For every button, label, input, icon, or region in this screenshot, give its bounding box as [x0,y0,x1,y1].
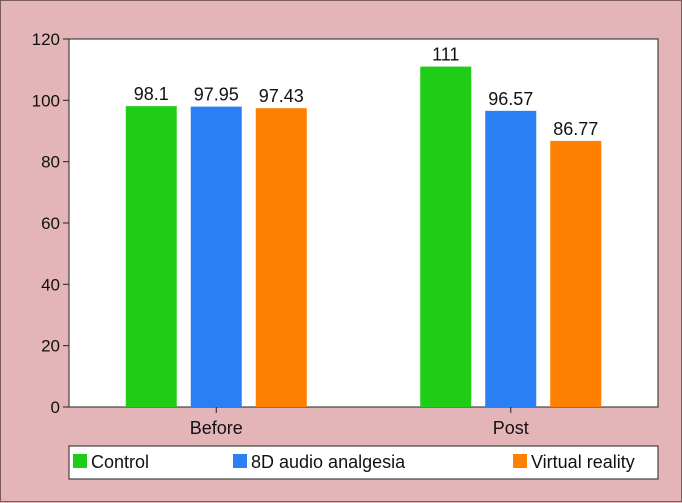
y-tick-label: 100 [32,91,60,110]
bar [190,106,242,408]
data-label: 97.95 [194,85,239,105]
bar [550,140,602,407]
legend-swatch [73,454,87,468]
data-label: 86.77 [553,119,598,139]
x-axis: Before Post [190,407,529,438]
bars [125,66,602,408]
bar [485,110,537,408]
y-tick-label: 80 [41,153,60,172]
x-tick-label: Post [493,418,529,438]
data-label: 96.57 [488,89,533,109]
legend-label: Virtual reality [531,452,635,472]
data-label: 97.43 [259,86,304,106]
y-tick-label: 60 [41,214,60,233]
bar [420,66,472,407]
y-tick-label: 20 [41,337,60,356]
bar [255,108,307,408]
y-tick-label: 0 [51,398,60,417]
legend-label: 8D audio analgesia [251,452,406,472]
data-label: 98.1 [134,84,169,104]
legend-label: Control [91,452,149,472]
bar [125,106,177,407]
legend-swatch [233,454,247,468]
legend-swatch [513,454,527,468]
y-tick-label: 120 [32,30,60,49]
data-label: 111 [432,45,459,65]
x-tick-label: Before [190,418,243,438]
legend: Control 8D audio analgesia Virtual reality [68,445,659,480]
y-tick-label: 40 [41,275,60,294]
legend-box [68,445,659,480]
data-labels: 98.1 97.95 97.43 111 96.57 86.77 [134,45,599,139]
y-axis: 0 20 40 60 80 100 120 [32,30,69,417]
